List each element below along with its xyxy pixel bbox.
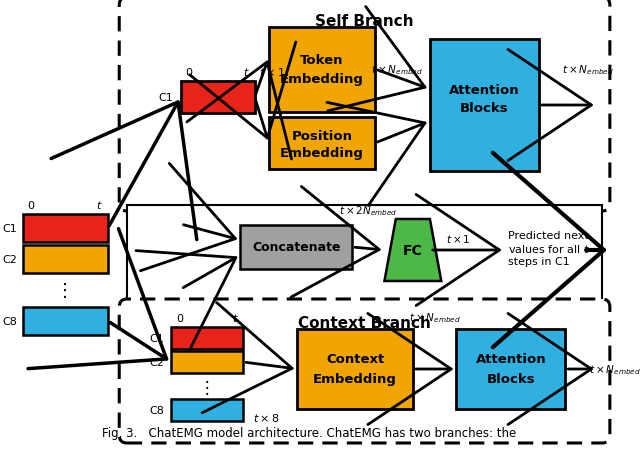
Bar [298,329,413,409]
Bar [269,118,375,170]
Bar [456,329,565,409]
Text: $t$: $t$ [97,198,103,211]
Text: Blocks: Blocks [486,373,535,386]
Text: $t\times N_{embed}$: $t\times N_{embed}$ [371,63,422,77]
Bar [22,215,108,243]
FancyBboxPatch shape [119,0,610,212]
Text: 0: 0 [176,313,183,323]
Text: Self Branch: Self Branch [316,14,414,29]
Text: Predicted next
values for all $t$
steps in C1: Predicted next values for all $t$ steps … [508,231,589,266]
Text: ⋮: ⋮ [199,378,216,396]
Text: 0: 0 [28,201,35,211]
Bar [172,399,243,421]
Bar [172,351,243,373]
Text: Embedding: Embedding [313,373,397,386]
Bar [172,327,243,349]
Text: 0: 0 [186,68,193,78]
Text: Context Branch: Context Branch [298,315,431,330]
Text: $t$: $t$ [243,66,250,78]
Text: C1: C1 [149,333,164,343]
Bar [430,40,539,172]
Text: Attention: Attention [476,353,546,366]
Text: $t\times1$: $t\times1$ [446,232,470,244]
Text: ⋮: ⋮ [56,281,74,299]
Text: Concatenate: Concatenate [252,241,340,254]
Bar [127,206,602,304]
Bar [269,28,375,113]
Text: Fig. 3.   ChatEMG model architecture. ChatEMG has two branches: the: Fig. 3. ChatEMG model architecture. Chat… [102,426,516,439]
Text: $t\times N_{embed}$: $t\times N_{embed}$ [589,362,640,376]
Text: $t\times2N_{embed}$: $t\times2N_{embed}$ [339,204,397,217]
Text: FC: FC [403,244,423,258]
Bar [181,82,255,114]
Text: Position: Position [291,129,353,142]
Text: $t\times N_{embed}$: $t\times N_{embed}$ [409,310,461,324]
Polygon shape [385,220,441,281]
Text: Attention: Attention [449,83,520,96]
Text: Token: Token [300,53,344,66]
FancyBboxPatch shape [119,299,610,443]
Text: Blocks: Blocks [460,101,509,114]
Text: C8: C8 [149,405,164,415]
Text: Embedding: Embedding [280,74,364,86]
Text: $t\times N_{embed}$: $t\times N_{embed}$ [562,63,614,77]
Text: C1: C1 [159,93,173,103]
Text: Context: Context [326,353,384,366]
Text: C2: C2 [149,357,164,367]
Text: $t\times1$: $t\times1$ [259,66,285,78]
Bar [241,226,352,269]
Text: C8: C8 [2,316,17,326]
Text: Embedding: Embedding [280,147,364,160]
Bar [22,245,108,273]
Text: $t\times8$: $t\times8$ [253,411,279,423]
Text: C1: C1 [2,224,17,234]
Text: C2: C2 [2,254,17,264]
Text: $t$: $t$ [232,311,239,323]
Bar [22,307,108,335]
